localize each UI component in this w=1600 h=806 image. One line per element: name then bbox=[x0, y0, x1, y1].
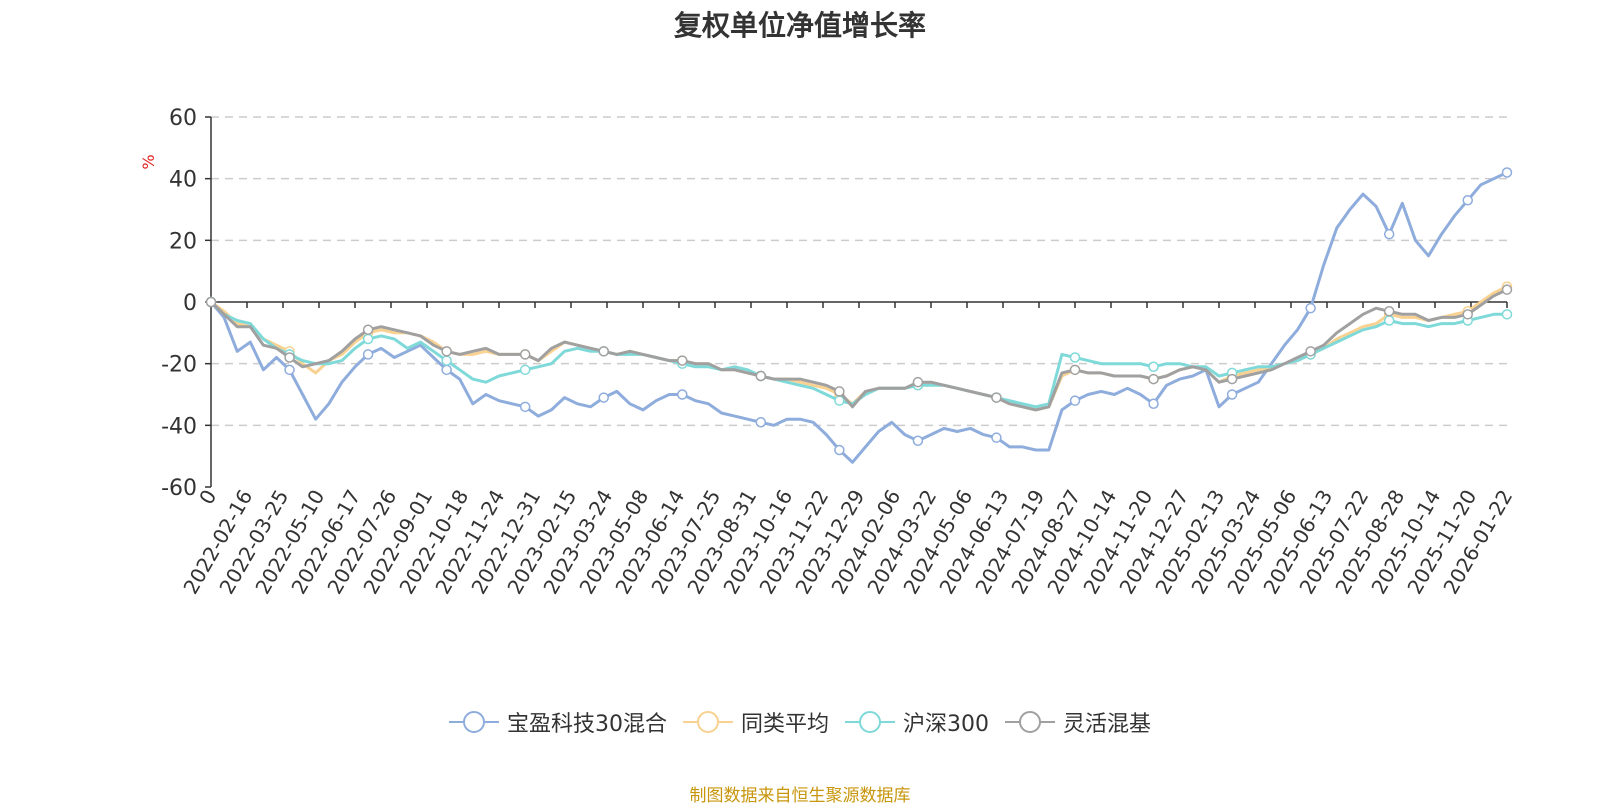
data-point bbox=[1148, 373, 1159, 385]
series-line-0 bbox=[209, 171, 1508, 464]
y-tick-label: -60 bbox=[161, 476, 197, 501]
y-tick-label: 0 bbox=[183, 291, 197, 316]
data-point bbox=[362, 349, 374, 360]
chart-title: 复权单位净值增长率 bbox=[673, 9, 926, 42]
data-point bbox=[1069, 395, 1081, 406]
data-point bbox=[1383, 306, 1395, 317]
data-point bbox=[1226, 389, 1238, 400]
data-point bbox=[677, 355, 688, 366]
data-source-note: 制图数据来自恒生聚源数据库 bbox=[689, 786, 911, 806]
legend-swatch-0 bbox=[448, 711, 499, 733]
data-point bbox=[1383, 315, 1395, 326]
data-point bbox=[1226, 373, 1238, 385]
data-point bbox=[912, 376, 924, 388]
legend-label-2: 沪深300 bbox=[903, 712, 989, 737]
data-point bbox=[1501, 284, 1513, 295]
x-tick-label: 0 bbox=[194, 486, 221, 509]
data-point bbox=[755, 370, 767, 382]
data-point bbox=[834, 386, 845, 397]
data-point bbox=[991, 432, 1002, 443]
legend-swatch-3 bbox=[1005, 711, 1055, 733]
grid-lines bbox=[211, 116, 1507, 427]
data-point bbox=[1305, 346, 1316, 357]
data-point bbox=[912, 435, 924, 446]
data-point bbox=[834, 444, 845, 456]
data-point bbox=[205, 296, 217, 308]
y-tick-label: -40 bbox=[161, 414, 197, 439]
data-point bbox=[834, 395, 845, 406]
data-point bbox=[519, 364, 531, 376]
data-point bbox=[598, 392, 609, 403]
data-point bbox=[1148, 361, 1159, 372]
data-point bbox=[1383, 228, 1395, 240]
data-point bbox=[441, 364, 452, 376]
data-point bbox=[519, 349, 531, 360]
data-point bbox=[284, 364, 295, 376]
data-point bbox=[677, 389, 688, 400]
data-point bbox=[441, 346, 452, 357]
data-point bbox=[1148, 398, 1159, 409]
data-point bbox=[1462, 195, 1473, 206]
series-layer bbox=[205, 167, 1513, 464]
legend-item-0[interactable]: 宝盈科技30混合 bbox=[448, 706, 667, 738]
data-point bbox=[362, 324, 374, 335]
data-point bbox=[1305, 302, 1316, 314]
data-point bbox=[362, 333, 374, 345]
y-tick-label: -20 bbox=[161, 353, 197, 378]
series-line-3 bbox=[209, 288, 1508, 412]
legend-swatch-2 bbox=[845, 711, 895, 733]
data-point bbox=[1501, 309, 1513, 320]
data-point bbox=[1069, 352, 1081, 363]
data-point bbox=[1501, 167, 1513, 178]
data-point bbox=[441, 355, 452, 366]
legend-label-3: 灵活混基 bbox=[1063, 712, 1152, 737]
data-point bbox=[1069, 364, 1081, 376]
y-axis-label: % bbox=[139, 154, 158, 169]
y-tick-label: 40 bbox=[169, 168, 197, 193]
legend: 宝盈科技30混合 同类平均 沪深300 灵活混基 bbox=[0, 706, 1600, 738]
legend-label-0: 宝盈科技30混合 bbox=[506, 712, 667, 737]
data-point bbox=[519, 401, 531, 413]
legend-item-3[interactable]: 灵活混基 bbox=[1005, 706, 1151, 738]
legend-label-1: 同类平均 bbox=[740, 712, 829, 737]
data-point bbox=[1462, 309, 1473, 320]
data-point bbox=[598, 346, 609, 357]
data-point bbox=[991, 392, 1002, 403]
data-point bbox=[755, 417, 767, 428]
legend-item-1[interactable]: 同类平均 bbox=[682, 706, 829, 738]
y-tick-label: 20 bbox=[169, 229, 197, 254]
y-tick-label: 60 bbox=[169, 106, 197, 131]
legend-item-2[interactable]: 沪深300 bbox=[845, 706, 989, 738]
data-point bbox=[284, 352, 295, 363]
legend-swatch-1 bbox=[682, 711, 733, 733]
